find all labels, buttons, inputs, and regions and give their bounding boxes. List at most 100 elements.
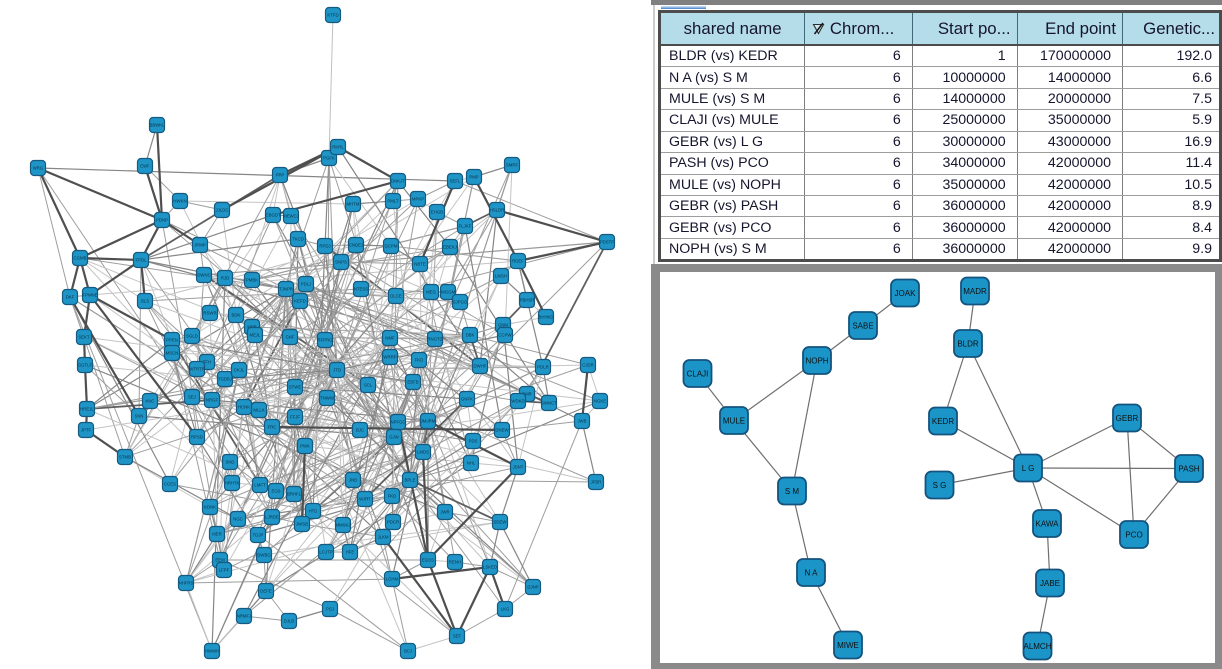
svg-text:RDEF: RDEF [512,259,524,264]
svg-text:TGDBJ: TGDBJ [218,377,232,382]
svg-text:RKRL: RKRL [332,145,344,150]
svg-text:HWKN: HWKN [173,199,186,204]
svg-text:MLLK: MLLK [253,408,264,413]
svg-text:WDKD: WDKD [511,399,524,404]
svg-text:NBTE: NBTE [414,262,426,267]
svg-text:PBHSR: PBHSR [520,298,535,303]
svg-text:FKD: FKD [415,358,424,363]
svg-text:RPDJ: RPDJ [319,244,330,249]
svg-text:LFPF: LFPF [219,568,230,573]
svg-text:MEWCJ: MEWCJ [283,214,299,219]
svg-text:PDLJ: PDLJ [301,282,312,287]
svg-text:RENH: RENH [449,560,461,565]
svg-text:HWWH: HWWH [205,649,219,654]
svg-text:PDS: PDS [469,439,478,444]
svg-text:HRHTK: HRHTK [225,481,240,486]
svg-text:WJRT: WJRT [359,497,371,502]
svg-text:NTESS: NTESS [354,287,368,292]
svg-text:PDSTP: PDSTP [600,240,614,245]
svg-text:KEFD: KEFD [294,299,305,304]
svg-text:NRMFJ: NRMFJ [237,614,252,619]
svg-text:GNFK: GNFK [461,397,473,402]
svg-text:BDN: BDN [231,313,240,318]
svg-text:BCJ: BCJ [404,649,412,654]
svg-text:PPP: PPP [276,173,285,178]
svg-text:DJLB: DJLB [284,619,295,624]
svg-text:NGC: NGC [233,517,243,522]
svg-text:HFE: HFE [346,550,355,555]
svg-text:NOPH: NOPH [805,356,828,365]
svg-text:LMDS: LMDS [417,450,429,455]
svg-text:NHFRS: NHFRS [179,581,194,586]
svg-text:NPFGC: NPFGC [390,420,405,425]
svg-text:DJNP: DJNP [527,585,538,590]
svg-text:L G: L G [1022,464,1035,473]
svg-text:JFBR: JFBR [591,480,602,485]
svg-text:TDJP: TDJP [253,533,264,538]
svg-text:FPDL: FPDL [136,258,148,263]
svg-text:JJLDC: JJLDC [216,208,229,213]
svg-text:BLS: BLS [141,299,149,304]
svg-text:DEFE: DEFE [260,589,272,594]
svg-text:JWSB: JWSB [296,522,308,527]
svg-text:GNF: GNF [285,335,294,340]
svg-text:SEFL: SEFL [450,179,461,184]
svg-text:EEM: EEM [215,558,225,563]
svg-text:PDLR: PDLR [537,365,548,370]
svg-text:PWK: PWK [300,444,310,449]
svg-text:LKG: LKG [501,607,510,612]
svg-text:PPEN: PPEN [166,338,178,343]
svg-text:CLAJI: CLAJI [687,369,709,378]
svg-text:EWF: EWF [140,164,150,169]
svg-text:SNPS: SNPS [335,260,347,265]
svg-text:SGLD: SGLD [186,334,198,339]
svg-text:HTD: HTD [309,509,318,514]
svg-text:FFJF: FFJF [290,415,300,420]
svg-text:DWHF: DWHF [474,364,487,369]
svg-text:MULE: MULE [723,416,745,425]
svg-text:CJDR: CJDR [582,363,593,368]
svg-text:JOAK: JOAK [895,289,917,298]
svg-text:PMBK: PMBK [246,278,258,283]
svg-text:PASH: PASH [1178,464,1199,473]
svg-text:SND: SND [225,460,234,465]
svg-text:DKF: DKF [66,295,75,300]
svg-text:JABE: JABE [1040,579,1060,588]
svg-text:EHGB: EHGB [431,210,443,215]
svg-text:PMLT: PMLT [387,199,399,204]
svg-text:SEJ: SEJ [188,395,196,400]
svg-text:FRC: FRC [268,425,277,430]
svg-text:WTRTR: WTRTR [189,367,204,372]
svg-text:MEJL: MEJL [250,333,262,338]
svg-text:MEG: MEG [426,290,436,295]
svg-text:NRGF: NRGF [206,398,219,403]
svg-text:LMFT: LMFT [254,483,266,488]
svg-text:CKJL: CKJL [234,368,245,373]
svg-text:JSNT: JSNT [513,465,524,470]
svg-text:WRRP: WRRP [383,355,396,360]
svg-text:SCL: SCL [364,383,373,388]
svg-text:SWNCT: SWNCT [541,401,557,406]
svg-text:JNB: JNB [349,478,357,483]
svg-text:BLDR: BLDR [957,339,979,348]
svg-text:FLJKF: FLJKF [459,224,472,229]
svg-text:MER: MER [212,532,222,537]
svg-text:PGFK: PGFK [323,156,335,161]
svg-text:JLKM: JLKM [378,535,389,540]
svg-text:FKD: FKD [388,494,397,499]
svg-text:MSCN: MSCN [166,351,179,356]
svg-text:LSKED: LSKED [483,565,497,570]
svg-text:BRHFL: BRHFL [287,492,302,497]
svg-text:JWR: JWR [440,510,449,515]
svg-text:BJC: BJC [356,428,364,433]
svg-text:JMJRM: JMJRM [421,419,436,424]
svg-text:RNGTD: RNGTD [427,337,442,342]
svg-text:WRG: WRG [33,166,44,171]
svg-text:NGKE: NGKE [594,399,606,404]
svg-text:JPMP: JPMP [194,243,206,248]
svg-text:N A: N A [805,568,819,577]
svg-text:NMF: NMF [385,336,395,341]
svg-text:LCJTP: LCJTP [319,550,332,555]
svg-text:DNEW: DNEW [495,428,509,433]
svg-text:GJW: GJW [389,435,399,440]
